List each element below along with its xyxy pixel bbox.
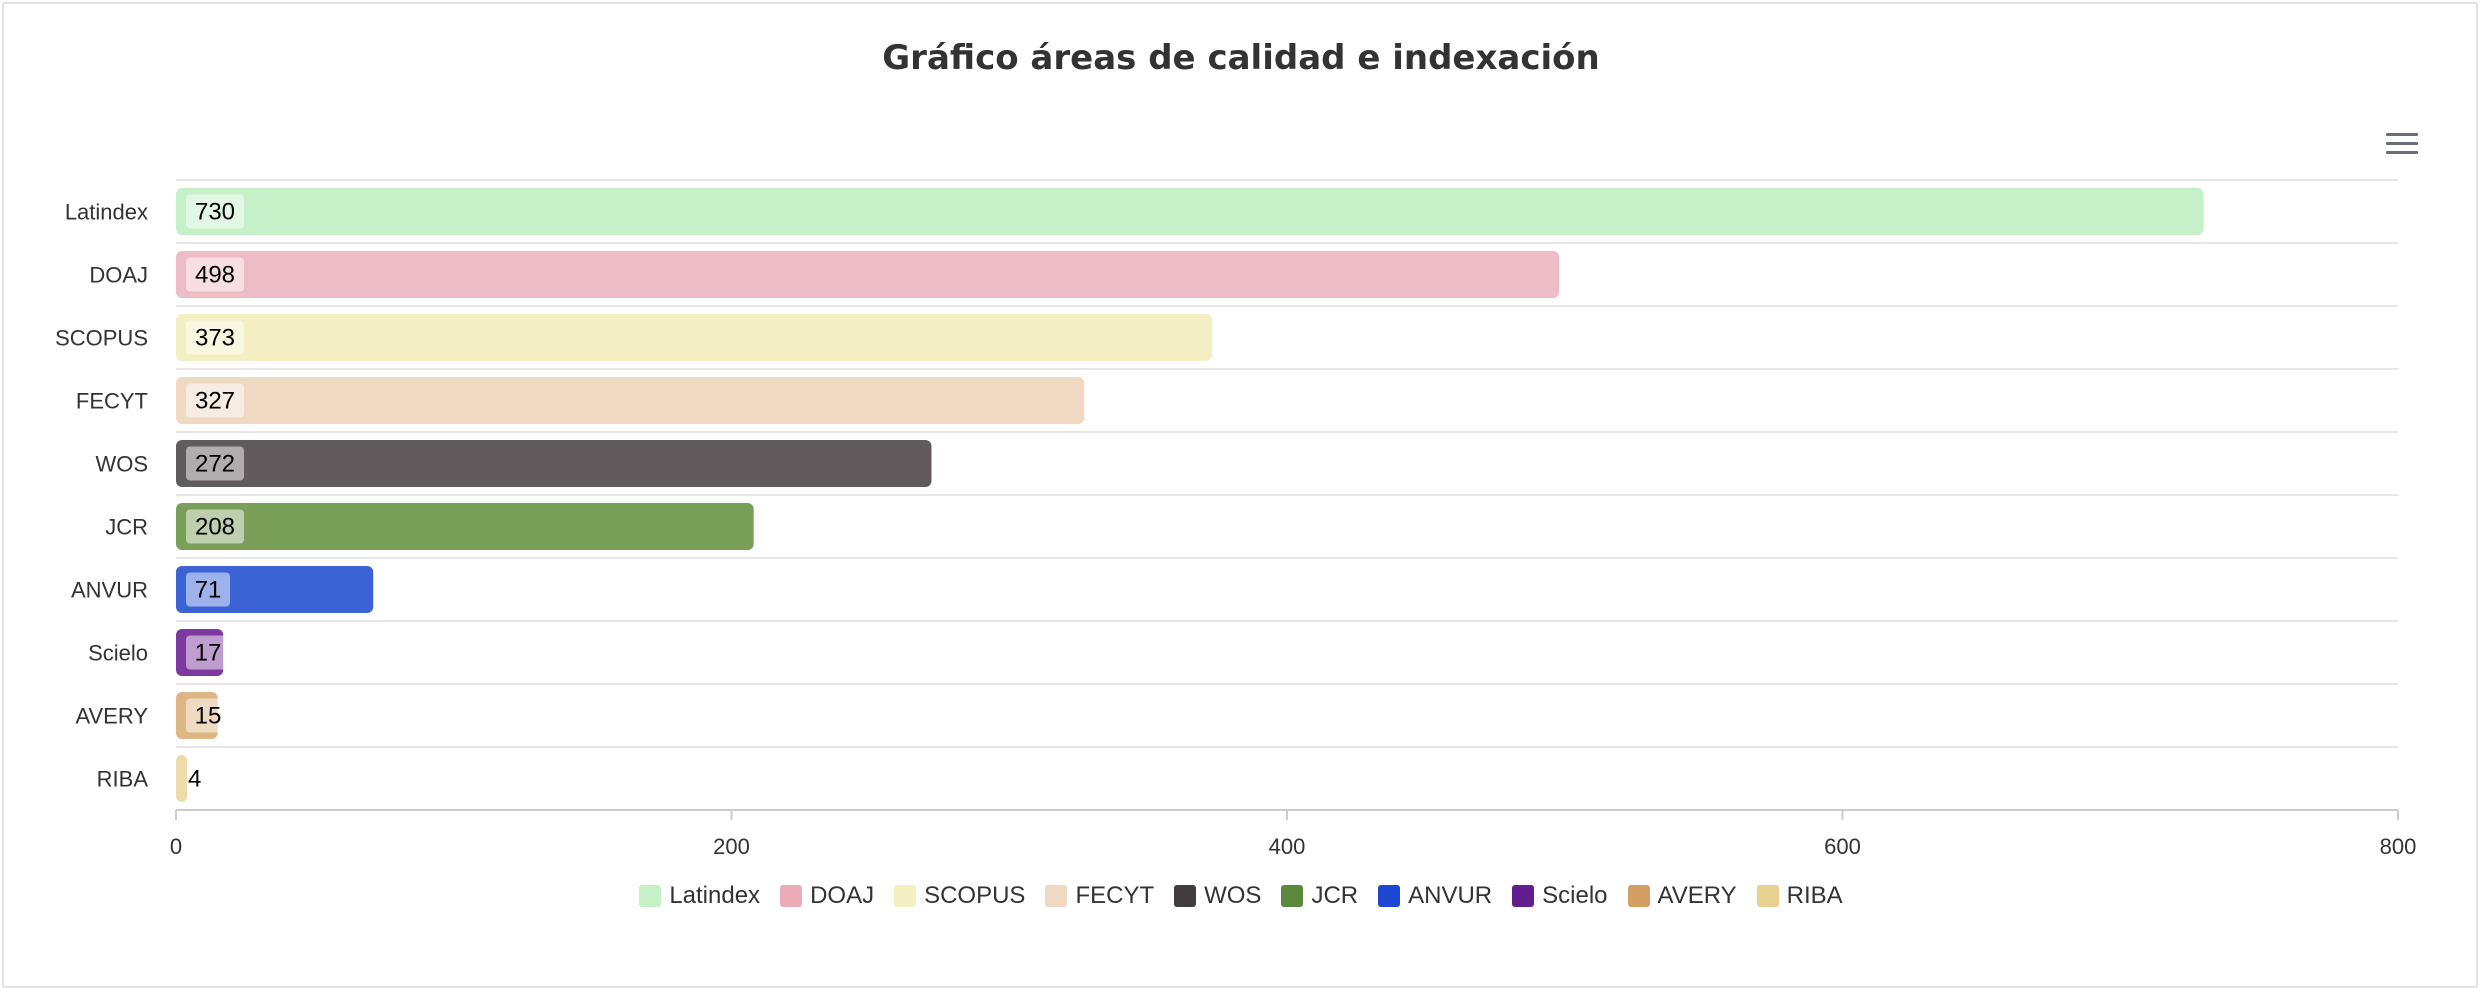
data-label: 208 bbox=[195, 514, 235, 541]
y-axis-label: JCR bbox=[105, 515, 148, 540]
legend-label: Latindex bbox=[669, 882, 761, 909]
data-label: 730 bbox=[195, 199, 235, 226]
menu-icon[interactable] bbox=[2380, 124, 2424, 164]
legend-label: ANVUR bbox=[1408, 882, 1493, 909]
legend-swatch bbox=[1174, 885, 1197, 907]
data-label-box bbox=[186, 698, 230, 733]
x-tick-label: 200 bbox=[713, 834, 750, 859]
data-label-box bbox=[186, 446, 244, 481]
legend: Latindex DOAJ SCOPUS FECYT WOS JCR ANVUR Scielo… bbox=[0, 882, 2482, 910]
legend-item[interactable]: DOAJ bbox=[780, 882, 874, 910]
legend-swatch bbox=[1281, 885, 1304, 907]
legend-item[interactable]: ANVUR bbox=[1378, 882, 1492, 910]
bar-group[interactable]: 730 bbox=[176, 188, 2204, 235]
legend-item[interactable]: SCOPUS bbox=[894, 882, 1025, 910]
data-label-box bbox=[186, 257, 244, 292]
bar[interactable] bbox=[176, 377, 1085, 424]
y-axis-label: Scielo bbox=[88, 641, 148, 666]
legend-item[interactable]: AVERY bbox=[1627, 882, 1737, 910]
chart-title: Gráfico áreas de calidad e indexación bbox=[882, 38, 1600, 78]
legend-item[interactable]: Latindex bbox=[639, 882, 760, 910]
legend-item[interactable]: WOS bbox=[1174, 882, 1261, 910]
bar[interactable] bbox=[176, 251, 1560, 298]
legend-label: SCOPUS bbox=[924, 882, 1026, 909]
data-label: 17 bbox=[195, 640, 222, 667]
y-axis-label: ANVUR bbox=[71, 578, 148, 603]
bar-group[interactable]: 71 bbox=[176, 566, 374, 613]
data-label-box bbox=[186, 635, 230, 670]
x-tick-label: 800 bbox=[2380, 834, 2417, 859]
legend-label: AVERY bbox=[1657, 882, 1737, 909]
legend-item[interactable]: FECYT bbox=[1045, 882, 1154, 910]
x-tick-label: 600 bbox=[1824, 834, 1861, 859]
legend-label: JCR bbox=[1311, 882, 1359, 909]
bar-group[interactable]: 4 bbox=[176, 755, 201, 802]
data-label: 373 bbox=[195, 325, 235, 352]
data-label-box bbox=[186, 194, 244, 229]
legend-label: WOS bbox=[1204, 882, 1262, 909]
bar-group[interactable]: 272 bbox=[176, 440, 932, 487]
legend-label: FECYT bbox=[1075, 882, 1155, 909]
bar-group[interactable]: 327 bbox=[176, 377, 1085, 424]
data-label-box bbox=[186, 383, 244, 418]
data-label-box bbox=[186, 320, 244, 355]
legend-swatch bbox=[1756, 885, 1779, 907]
bar-chart: 730 498 373 327 272 208 71 17 15 4 Latindex DOAJ SC… bbox=[55, 179, 2416, 859]
data-label: 498 bbox=[195, 262, 235, 289]
legend-item[interactable]: RIBA bbox=[1756, 882, 1843, 910]
y-axis-label: Latindex bbox=[65, 200, 148, 225]
data-label: 272 bbox=[195, 451, 235, 478]
data-label: 71 bbox=[195, 577, 222, 604]
data-label: 327 bbox=[195, 388, 235, 415]
legend-swatch bbox=[639, 885, 662, 907]
legend-swatch bbox=[1512, 885, 1535, 907]
bar[interactable] bbox=[176, 503, 754, 550]
y-axis-labels: Latindex DOAJ SCOPUS FECYT WOS JCR ANVUR Scielo… bbox=[55, 200, 148, 792]
data-label-box bbox=[186, 572, 230, 607]
bar-group[interactable]: 373 bbox=[176, 314, 1213, 361]
bar-group[interactable]: 15 bbox=[176, 692, 230, 739]
legend-label: RIBA bbox=[1786, 882, 1843, 909]
bars-group: 730 498 373 327 272 208 71 17 15 4 bbox=[176, 188, 2204, 802]
x-axis-ticks: 0 200 400 600 800 bbox=[170, 810, 2416, 859]
x-tick-label: 0 bbox=[170, 834, 182, 859]
legend-item[interactable]: JCR bbox=[1281, 882, 1358, 910]
grid-lines bbox=[176, 179, 2398, 811]
y-axis-label: DOAJ bbox=[89, 263, 148, 288]
legend-swatch bbox=[1627, 885, 1650, 907]
y-axis-label: AVERY bbox=[75, 704, 148, 729]
bar[interactable] bbox=[176, 314, 1213, 361]
bar[interactable] bbox=[176, 188, 2204, 235]
bar[interactable] bbox=[176, 755, 188, 802]
legend-label: Scielo bbox=[1542, 882, 1608, 909]
x-tick-label: 400 bbox=[1269, 834, 1306, 859]
bar-group[interactable]: 498 bbox=[176, 251, 1560, 298]
bar-group[interactable]: 17 bbox=[176, 629, 230, 676]
bar[interactable] bbox=[176, 440, 932, 487]
data-label: 15 bbox=[195, 703, 222, 730]
data-label-box bbox=[186, 509, 244, 544]
y-axis-label: FECYT bbox=[76, 389, 148, 414]
legend-label: DOAJ bbox=[810, 882, 875, 909]
legend-swatch bbox=[1045, 885, 1068, 907]
legend-item[interactable]: Scielo bbox=[1512, 882, 1608, 910]
legend-swatch bbox=[894, 885, 917, 907]
legend-swatch bbox=[780, 885, 803, 907]
y-axis-label: RIBA bbox=[97, 767, 149, 792]
data-label: 4 bbox=[188, 766, 201, 793]
y-axis-label: WOS bbox=[95, 452, 148, 477]
y-axis-label: SCOPUS bbox=[55, 326, 148, 351]
bar-group[interactable]: 208 bbox=[176, 503, 754, 550]
legend-swatch bbox=[1378, 885, 1401, 907]
